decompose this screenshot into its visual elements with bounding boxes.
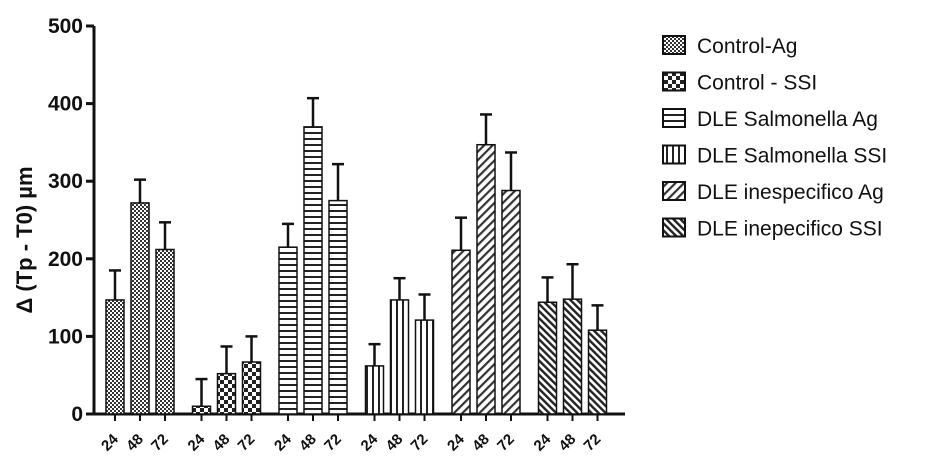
x-tick-label: 24 bbox=[358, 430, 382, 454]
x-tick-label: 24 bbox=[185, 430, 209, 454]
y-tick-label: 0 bbox=[71, 403, 83, 426]
x-tick-label: 72 bbox=[235, 431, 259, 455]
bar bbox=[241, 361, 262, 415]
x-tick-label: 72 bbox=[494, 431, 518, 455]
legend-swatch bbox=[662, 35, 686, 55]
legend-item: DLE inepecifico SSI bbox=[662, 217, 883, 241]
x-tick-label: 24 bbox=[98, 430, 122, 454]
legend-label: DLE inepecifico SSI bbox=[697, 218, 883, 241]
axes bbox=[92, 26, 625, 416]
bar bbox=[364, 365, 385, 415]
error-bars bbox=[109, 96, 604, 407]
legend-swatch bbox=[662, 71, 686, 92]
bar bbox=[537, 301, 558, 415]
y-tick-label: 400 bbox=[48, 93, 83, 116]
legend-label: DLE inespecifico Ag bbox=[697, 181, 884, 204]
y-ticks: 0 100 200 300 400 500 bbox=[48, 15, 94, 426]
legend-label: Control - SSI bbox=[697, 72, 817, 95]
legend: Control-Ag Control - SSI DLE Salmonella Ag… bbox=[662, 35, 887, 241]
legend-label: DLE Salmonella Ag bbox=[697, 108, 878, 131]
legend-item: DLE inespecifico Ag bbox=[662, 181, 884, 204]
bar bbox=[562, 298, 583, 415]
x-tick-label: 24 bbox=[531, 430, 555, 454]
bar bbox=[191, 405, 212, 415]
x-tick-label: 48 bbox=[556, 431, 580, 455]
bar bbox=[328, 199, 348, 415]
bar bbox=[130, 202, 150, 415]
bar bbox=[389, 299, 410, 415]
x-tick-label: 24 bbox=[271, 430, 295, 454]
x-tick-label: 24 bbox=[444, 430, 468, 454]
legend-swatch bbox=[662, 217, 686, 238]
bar bbox=[476, 143, 496, 415]
bar bbox=[501, 189, 521, 415]
y-tick-label: 500 bbox=[48, 15, 83, 38]
legend-item: Control - SSI bbox=[662, 71, 817, 95]
x-tick-label: 48 bbox=[210, 431, 234, 455]
legend-item: Control-Ag bbox=[662, 35, 797, 58]
bar bbox=[216, 372, 237, 415]
bar bbox=[155, 248, 175, 415]
legend-swatch bbox=[662, 181, 686, 201]
x-tick-label: 72 bbox=[321, 431, 345, 455]
bar bbox=[414, 319, 435, 415]
x-tick-label: 72 bbox=[408, 431, 432, 455]
legend-label: DLE Salmonella SSI bbox=[697, 145, 887, 168]
x-tick-label: 48 bbox=[469, 431, 493, 455]
x-tick-label: 48 bbox=[296, 431, 320, 455]
legend-item: DLE Salmonella SSI bbox=[662, 144, 887, 168]
x-tick-label: 72 bbox=[581, 431, 605, 455]
y-tick-label: 100 bbox=[48, 325, 83, 348]
y-tick-label: 200 bbox=[48, 248, 83, 271]
x-tick-label: 72 bbox=[148, 431, 172, 455]
legend-label: Control-Ag bbox=[697, 35, 797, 58]
y-tick-label: 300 bbox=[48, 170, 83, 193]
legend-item: DLE Salmonella Ag bbox=[662, 108, 878, 131]
x-tick-label: 48 bbox=[383, 431, 407, 455]
legend-swatch bbox=[662, 144, 686, 165]
bar bbox=[451, 249, 471, 415]
legend-swatch bbox=[662, 108, 686, 128]
bar bbox=[587, 329, 608, 415]
bar bbox=[105, 299, 125, 415]
bar bbox=[278, 246, 298, 415]
x-tick-label: 48 bbox=[123, 431, 147, 455]
bar bbox=[303, 126, 323, 415]
bars bbox=[105, 126, 608, 415]
y-axis-label: Δ (Tp - T0) µm bbox=[12, 166, 37, 313]
x-ticks: 24 48 72 24 48 72 24 48 72 24 48 72 24 48 72 24 48 72 bbox=[98, 414, 604, 455]
